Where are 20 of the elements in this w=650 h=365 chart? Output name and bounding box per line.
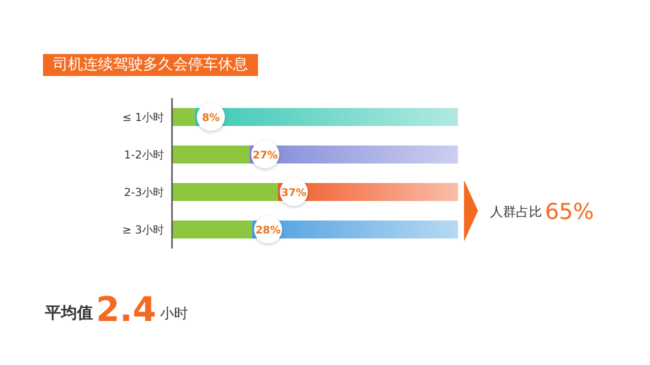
bar: [194, 108, 458, 126]
y-tick-label: 2-3小时: [124, 186, 164, 199]
text: 人群占比: [490, 204, 542, 220]
text: 小时: [160, 306, 188, 322]
text: 2.4: [96, 290, 156, 330]
bar: [172, 146, 250, 164]
data-label: 37%: [281, 187, 307, 199]
y-tick-label: ≥ 3小时: [122, 224, 164, 236]
text: 65%: [545, 200, 594, 225]
bar: [172, 183, 278, 201]
bar: [172, 108, 195, 126]
y-tick-label: ≤ 1小时: [122, 111, 164, 124]
y-tick-label: 1-2小时: [124, 148, 164, 162]
title: 司机连续驾驶多久会停车休息: [43, 54, 258, 76]
data-label: 27%: [252, 150, 278, 162]
bar: [172, 220, 252, 238]
text: 平均值: [44, 303, 93, 322]
chart-title: 司机连续驾驶多久会停车休息: [53, 55, 248, 73]
data-label: 8%: [202, 112, 220, 124]
data-label: 28%: [256, 224, 282, 236]
